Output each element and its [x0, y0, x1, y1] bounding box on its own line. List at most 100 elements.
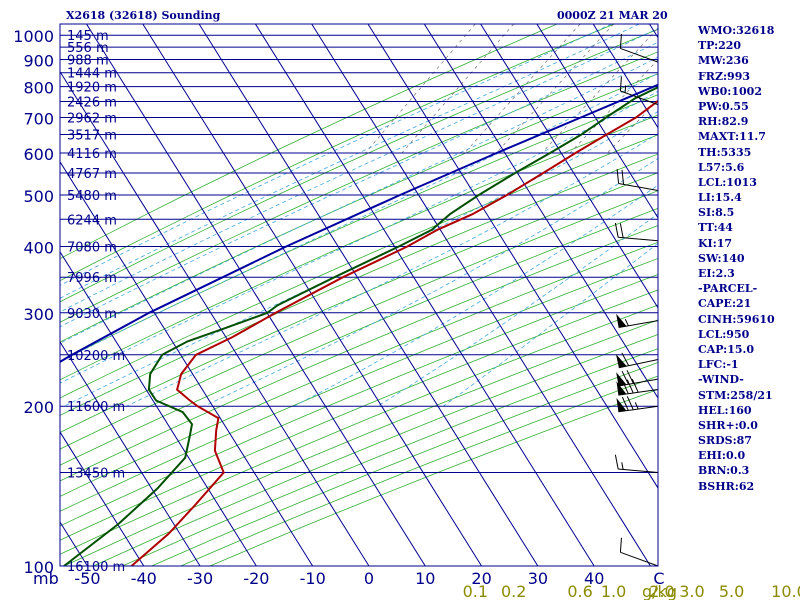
barb-feather — [621, 169, 625, 185]
height-label: 2426 m — [67, 96, 117, 111]
barb-feather — [614, 222, 619, 238]
index-line: PW:0.55 — [698, 99, 749, 113]
height-label: 988 m — [67, 54, 109, 69]
barb-staff — [620, 47, 659, 63]
height-labels: 16100 m 13450 m 11600 m 10200 m 9030 m 7996 m… — [67, 29, 125, 575]
barb-staff — [618, 236, 659, 242]
mixing-ratio-line — [401, 24, 514, 154]
mixing-ratio-line — [607, 99, 658, 154]
barb-half-feather — [634, 402, 639, 410]
moist-adiabat — [126, 133, 658, 407]
wind-barb — [615, 352, 659, 369]
height-label: 9030 m — [67, 307, 117, 322]
index-line: TP:220 — [698, 39, 742, 53]
isotherm — [0, 24, 31, 566]
index-line: CAP:15.0 — [698, 342, 755, 356]
grid-lines — [0, 24, 800, 566]
index-line: SI:8.5 — [698, 206, 735, 220]
moist-adiabat — [60, 27, 658, 313]
index-line: LCL:1013 — [698, 175, 757, 189]
moist-adiabat — [60, 90, 658, 384]
isotherm — [311, 24, 651, 566]
isotherm — [367, 24, 658, 489]
dry-adiabat — [60, 207, 658, 466]
moist-adiabat — [60, 41, 658, 328]
height-label: 2962 m — [67, 111, 117, 126]
moist-adiabat — [60, 56, 658, 344]
dry-adiabat — [60, 51, 658, 323]
height-label: 3517 m — [67, 129, 117, 144]
barb-feather — [626, 370, 634, 384]
parcel-trace — [60, 83, 658, 363]
moist-adiabat — [443, 242, 658, 407]
barb-feather — [631, 378, 639, 393]
wind-barb — [614, 222, 659, 242]
index-line: L57:5.6 — [698, 160, 745, 174]
wind-barb — [614, 454, 659, 474]
valid-time: 0000Z 21 MAR 20 — [557, 9, 668, 22]
mixing-ratio-label: 2.0 — [649, 582, 674, 600]
index-line: -PARCEL- — [698, 282, 758, 296]
height-label: 7080 m — [67, 240, 117, 255]
celsius-marker: C — [653, 569, 664, 588]
barb-feather — [621, 396, 629, 411]
barb-staff — [620, 90, 659, 106]
dry-adiabat — [60, 114, 658, 381]
mixing-ratio-label: 1.0 — [601, 582, 626, 600]
moist-adiabat — [60, 24, 640, 299]
pressure-tick-label: 400 — [23, 238, 54, 257]
dry-adiabat — [60, 304, 658, 555]
barb-feather — [616, 168, 620, 184]
wind-barb — [616, 313, 659, 329]
height-label: 5480 m — [67, 189, 117, 204]
isotherm — [86, 24, 426, 566]
isotherm — [142, 24, 482, 566]
mixing-ratio-line — [496, 24, 614, 154]
index-line: TT:44 — [698, 221, 733, 235]
dry-adiabat — [63, 319, 658, 566]
dry-adiabat — [180, 375, 658, 566]
pressure-tick-label: 900 — [23, 52, 54, 71]
index-line: RH:82.9 — [698, 115, 749, 129]
barb-feather — [621, 370, 629, 385]
index-line: -WIND- — [698, 373, 744, 387]
barb-feather — [626, 379, 634, 394]
dry-adiabat — [60, 289, 658, 541]
temperature-tick-label: -40 — [131, 569, 157, 588]
mixing-ratio-unit: g/kg — [642, 582, 677, 600]
dry-adiabat — [60, 190, 658, 450]
barb-pennant — [616, 313, 627, 328]
mixing-ratio-line — [780, 24, 800, 153]
mixing-ratio-line — [464, 24, 581, 154]
pressure-tick-label: 200 — [23, 398, 54, 417]
stability-indices-panel: WMO:32618 TP:220 MW:236 FRZ:993 WB0:1002 PW:0… — [698, 23, 775, 494]
dry-adiabat — [60, 258, 658, 512]
wind-barb — [619, 76, 659, 106]
wind-barbs — [614, 33, 659, 567]
barb-feather — [619, 76, 622, 92]
dry-adiabat — [60, 24, 615, 282]
index-line: BSHR:62 — [698, 479, 755, 493]
mixing-ratio-label: 0.6 — [567, 582, 592, 600]
station-title: X2618 (32618) Sounding — [66, 9, 221, 22]
index-line: TH:5335 — [698, 145, 752, 159]
isotherm — [60, 70, 370, 566]
barb-pennant — [616, 397, 627, 412]
barb-feather — [621, 352, 630, 366]
isotherm — [480, 24, 658, 309]
height-label: 145 m — [67, 29, 109, 44]
pressure-axis-label: mb — [33, 569, 59, 588]
moist-adiabat — [60, 24, 612, 286]
height-label: 556 m — [67, 41, 109, 56]
dry-adiabat — [60, 153, 658, 416]
height-label: 1920 m — [67, 81, 117, 96]
barb-feather — [626, 396, 634, 410]
dry-adiabat — [60, 172, 658, 433]
moist-adiabat — [63, 111, 658, 407]
pressure-tick-label: 700 — [23, 109, 54, 128]
index-line: KI:17 — [698, 236, 733, 250]
pressure-tick-label: 100 — [23, 558, 54, 577]
index-line: WMO:32618 — [698, 24, 775, 37]
barb-feather — [614, 454, 619, 470]
